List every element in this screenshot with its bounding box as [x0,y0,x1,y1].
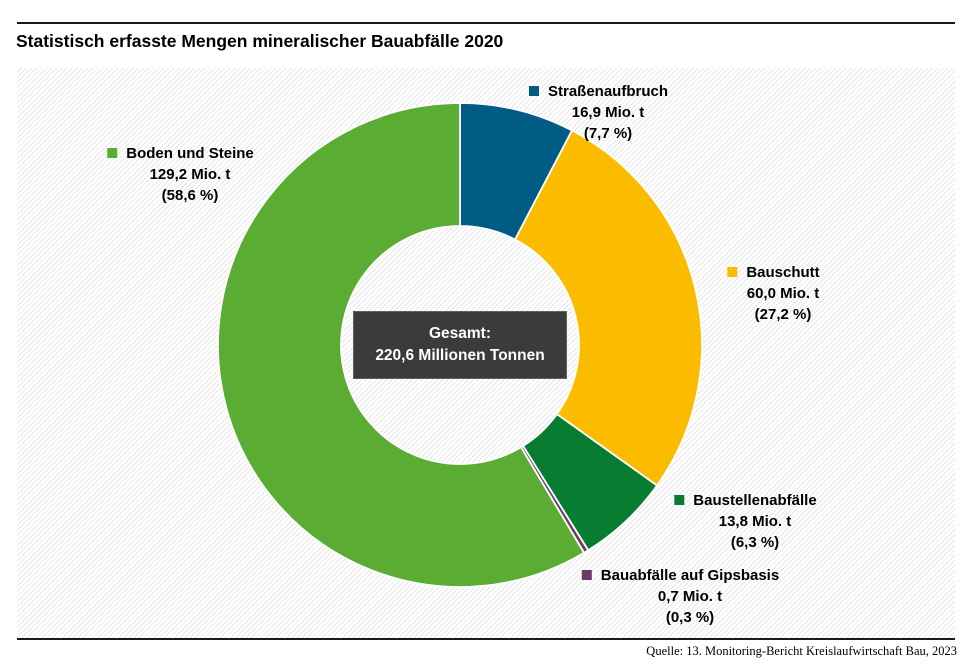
total-value: 220,6 Millionen Tonnen [375,347,545,364]
legend-square-icon [528,86,539,96]
slice-label-gipsbasis: Bauabfälle auf Gipsbasis 0,7 Mio. t (0,3… [581,565,779,628]
title-rule [17,22,955,24]
slice-name: Straßenaufbruch [528,81,668,102]
total-callout: Gesamt: 220,6 Millionen Tonnen [353,311,567,379]
slice-percent: (6,3 %) [730,534,780,551]
donut-chart [217,102,703,588]
slice-percent: (27,2 %) [754,306,812,323]
legend-square-icon [107,148,118,158]
legend-square-icon [674,495,685,505]
slice-name: Bauschutt [727,262,820,283]
slice-label-baustellenabfaelle: Baustellenabfälle 13,8 Mio. t (6,3 %) [674,490,817,553]
slice-percent: (7,7 %) [583,125,633,142]
page-title: Statistisch erfasste Mengen mineralische… [16,31,504,51]
footer-rule [17,638,955,640]
donut-slice-1 [513,129,703,487]
slice-percent: (58,6 %) [161,187,219,204]
chart-panel: Straßenaufbruch 16,9 Mio. t (7,7 %) Baus… [17,68,955,638]
donut-slice-4 [217,102,586,588]
slice-amount: 16,9 Mio. t [571,104,645,121]
slice-name: Boden und Steine [107,143,254,164]
slice-amount: 60,0 Mio. t [746,285,820,302]
slice-name: Bauabfälle auf Gipsbasis [581,565,779,586]
slice-label-bauschutt: Bauschutt 60,0 Mio. t (27,2 %) [727,262,820,325]
slice-label-strassenaufbruch: Straßenaufbruch 16,9 Mio. t (7,7 %) [528,81,668,144]
slice-amount: 13,8 Mio. t [718,513,792,530]
source-note: Quelle: 13. Monitoring-Bericht Kreislauf… [646,644,957,658]
slice-percent: (0,3 %) [665,609,715,626]
slice-amount: 129,2 Mio. t [149,166,231,183]
legend-square-icon [581,570,592,580]
slice-amount: 0,7 Mio. t [657,588,723,605]
total-label: Gesamt: [428,325,492,342]
legend-square-icon [727,267,738,277]
slice-name: Baustellenabfälle [674,490,817,511]
slice-label-boden-und-steine: Boden und Steine 129,2 Mio. t (58,6 %) [107,143,254,206]
